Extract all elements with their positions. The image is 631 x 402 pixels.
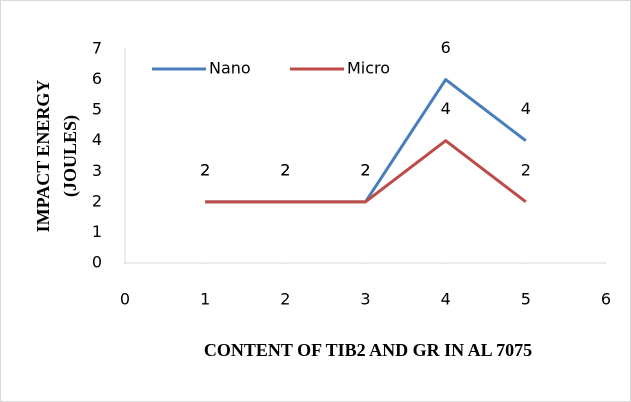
x-tick-label: 5 [521, 290, 531, 309]
x-tick-label: 6 [601, 290, 611, 309]
data-label: 2 [360, 160, 370, 179]
data-label: 4 [521, 99, 531, 118]
data-label: 2 [521, 160, 531, 179]
data-label: 4 [441, 99, 451, 118]
data-label: 2 [280, 160, 290, 179]
y-tick-label: 3 [92, 161, 102, 180]
data-label: 6 [441, 38, 451, 57]
x-tick-label: 1 [200, 290, 210, 309]
x-axis-label: CONTENT OF TIB2 AND GR IN AL 7075 [204, 340, 532, 360]
y-axis-label: (JOULES) [60, 115, 81, 197]
data-line [205, 139, 527, 204]
y-tick-label: 5 [92, 100, 102, 119]
legend-label: Nano [209, 59, 251, 78]
data-label: 2 [200, 160, 210, 179]
data-label: 2 [200, 160, 210, 179]
y-tick-label: 2 [92, 191, 102, 210]
y-tick-label: 1 [92, 222, 102, 241]
y-tick-label: 7 [92, 39, 102, 58]
y-axis-label: IMPACT ENERGY [33, 80, 53, 233]
y-tick-label: 0 [92, 253, 102, 272]
x-tick-label: 2 [280, 290, 290, 309]
x-tick-label: 0 [120, 290, 130, 309]
y-tick-label: 4 [92, 130, 102, 149]
data-label: 2 [280, 160, 290, 179]
x-tick-label: 4 [441, 290, 451, 309]
y-tick-label: 6 [92, 69, 102, 88]
data-label: 2 [360, 160, 370, 179]
x-tick-label: 3 [360, 290, 370, 309]
legend-label: Micro [347, 59, 390, 78]
